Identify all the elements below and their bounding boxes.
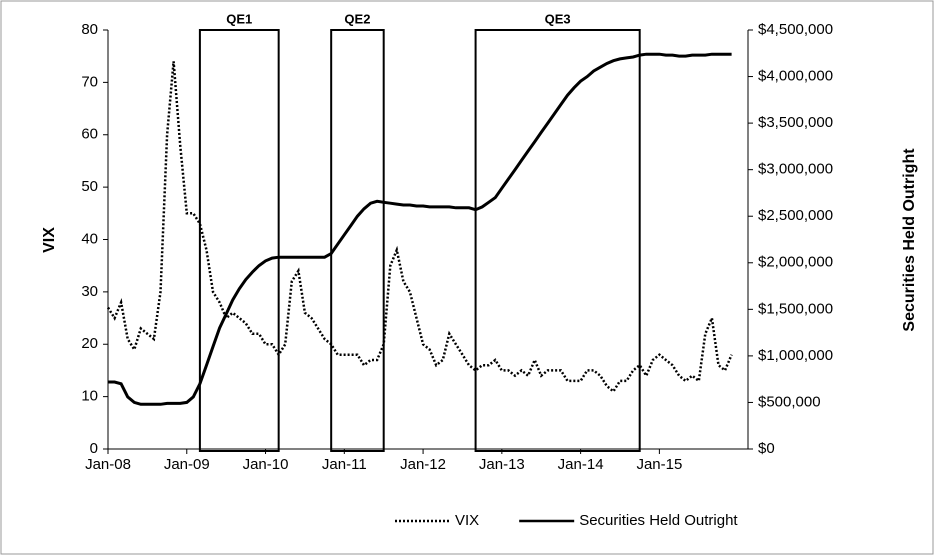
y2-tick-label: $500,000	[758, 393, 821, 410]
qe-label: QE3	[545, 11, 571, 26]
line-series	[108, 52, 732, 406]
y-tick-label: 30	[81, 283, 98, 300]
y-tick-label: 40	[81, 230, 98, 247]
qe-box	[330, 29, 385, 452]
qe-label: QE1	[226, 11, 252, 26]
x-tick-label: Jan-10	[243, 456, 289, 473]
y-tick-label: 80	[81, 21, 98, 38]
qe-box	[198, 29, 280, 452]
x-tick-label: Jan-08	[85, 456, 131, 473]
y-axis-label: VIX	[41, 227, 58, 253]
line-series	[106, 61, 733, 394]
x-tick-label: Jan-14	[558, 456, 604, 473]
qe-label: QE2	[344, 11, 370, 26]
y-tick-label: 50	[81, 178, 98, 195]
x-tick-label: Jan-11	[322, 456, 367, 473]
qe-box	[474, 29, 641, 452]
y-tick-label: 10	[81, 388, 98, 405]
y2-tick-label: $1,500,000	[758, 300, 833, 317]
y2-tick-label: $2,000,000	[758, 254, 833, 271]
y-tick-label: 70	[81, 73, 98, 90]
y2-tick-label: $4,500,000	[758, 21, 833, 38]
y2-tick-label: $3,000,000	[758, 161, 833, 178]
legend-label: VIX	[455, 512, 479, 529]
y-tick-label: 0	[90, 440, 98, 457]
y2-axis-label: Securities Held Outright	[901, 148, 918, 332]
y2-tick-label: $4,000,000	[758, 68, 833, 85]
y2-tick-label: $3,500,000	[758, 114, 833, 131]
y-tick-label: 60	[81, 126, 98, 143]
y2-tick-label: $0	[758, 440, 775, 457]
y-tick-label: 20	[81, 335, 98, 352]
x-tick-label: Jan-09	[164, 456, 210, 473]
x-tick-label: Jan-15	[636, 456, 682, 473]
x-tick-label: Jan-13	[479, 456, 525, 473]
x-tick-label: Jan-12	[400, 456, 446, 473]
legend-label: Securities Held Outright	[579, 512, 738, 529]
y2-tick-label: $1,000,000	[758, 347, 833, 364]
y2-tick-label: $2,500,000	[758, 207, 833, 224]
